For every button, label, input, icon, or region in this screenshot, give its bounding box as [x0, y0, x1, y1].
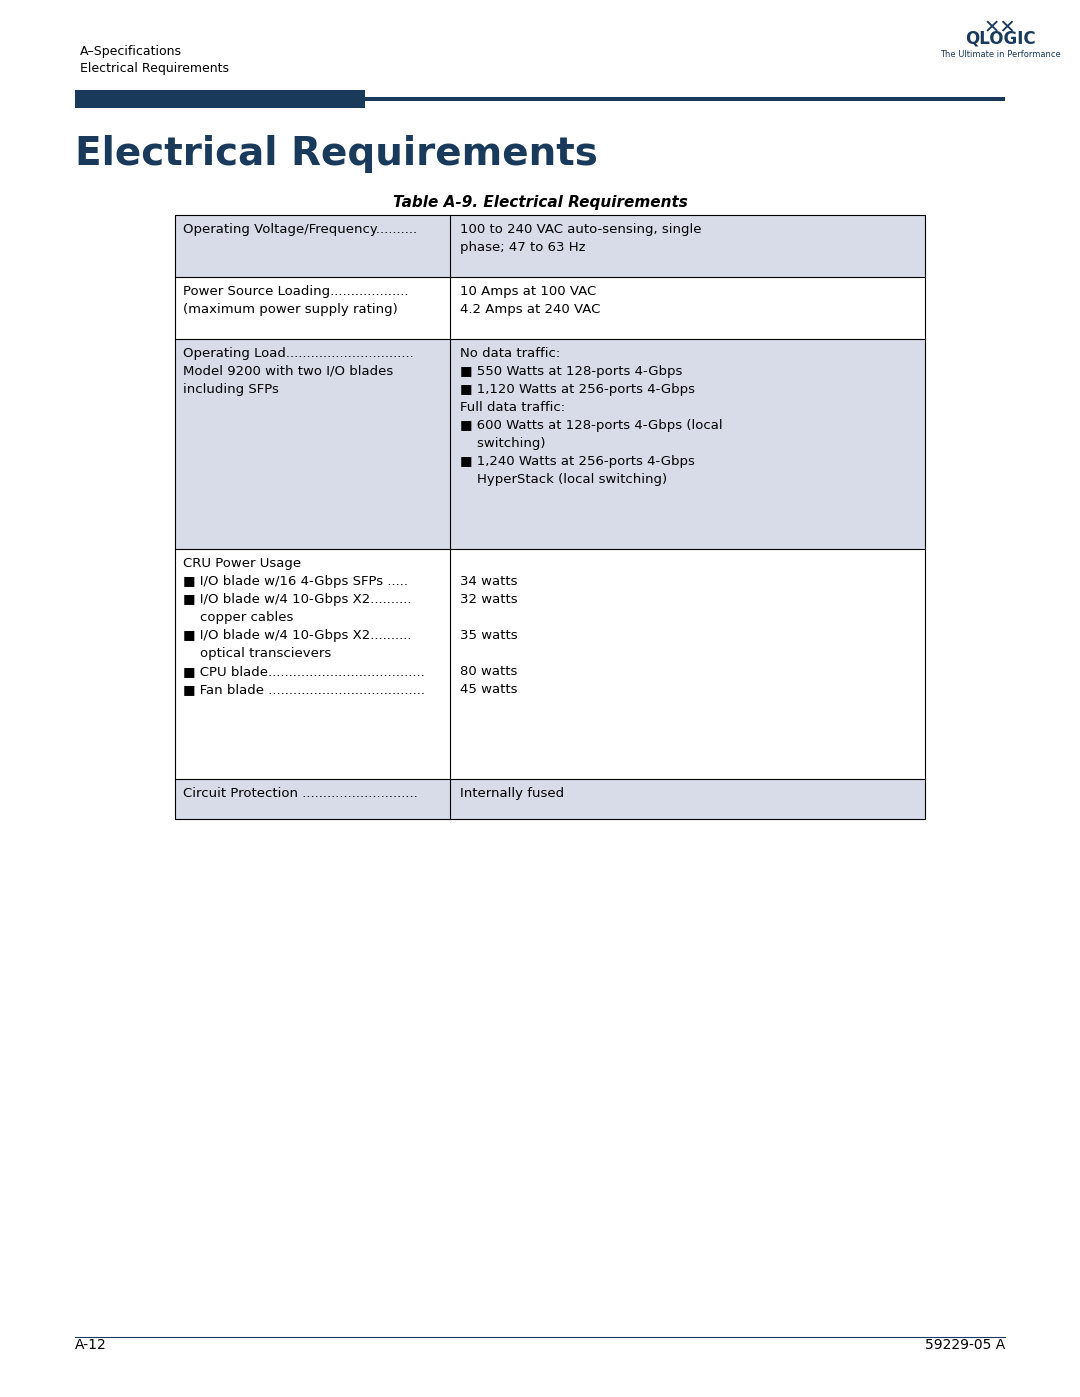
Bar: [175, 780, 924, 819]
Text: ✕✕: ✕✕: [984, 18, 1016, 36]
Text: Operating Load...............................
Model 9200 with two I/O blades
inc: Operating Load..........................…: [183, 346, 414, 395]
Text: Electrical Requirements: Electrical Requirements: [75, 136, 598, 173]
Text: Electrical Requirements: Electrical Requirements: [80, 61, 229, 75]
Text: A–Specifications: A–Specifications: [80, 45, 183, 59]
Bar: [175, 215, 924, 819]
Bar: [175, 549, 924, 780]
Text: CRU Power Usage
■ I/O blade w/16 4-Gbps SFPs .....
■ I/O blade w/4 10-Gbps X2...: CRU Power Usage ■ I/O blade w/16 4-Gbps …: [183, 557, 426, 696]
Text: 100 to 240 VAC auto-sensing, single
phase; 47 to 63 Hz: 100 to 240 VAC auto-sensing, single phas…: [460, 224, 702, 254]
Bar: [175, 339, 924, 549]
Text: 10 Amps at 100 VAC
4.2 Amps at 240 VAC: 10 Amps at 100 VAC 4.2 Amps at 240 VAC: [460, 285, 600, 316]
Text: No data traffic:
■ 550 Watts at 128-ports 4-Gbps
■ 1,120 Watts at 256-ports 4-Gb: No data traffic: ■ 550 Watts at 128-port…: [460, 346, 723, 486]
Bar: [175, 215, 924, 277]
Bar: [75, 89, 365, 108]
Text: 59229-05 A: 59229-05 A: [924, 1338, 1005, 1352]
Text: Operating Voltage/Frequency..........: Operating Voltage/Frequency..........: [183, 224, 417, 236]
Text: Circuit Protection ............................: Circuit Protection .....................…: [183, 787, 418, 800]
Bar: [365, 96, 1005, 101]
Text: 34 watts
32 watts

35 watts

80 watts
45 watts: 34 watts 32 watts 35 watts 80 watts 45 w…: [460, 557, 517, 696]
Text: QLOGIC: QLOGIC: [964, 29, 1036, 47]
Text: Internally fused: Internally fused: [460, 787, 564, 800]
Bar: [175, 277, 924, 339]
Text: Power Source Loading...................
(maximum power supply rating): Power Source Loading................... …: [183, 285, 408, 316]
Text: The Ultimate in Performance: The Ultimate in Performance: [940, 50, 1061, 59]
Text: Table A-9. Electrical Requirements: Table A-9. Electrical Requirements: [392, 196, 688, 210]
Text: A-12: A-12: [75, 1338, 107, 1352]
